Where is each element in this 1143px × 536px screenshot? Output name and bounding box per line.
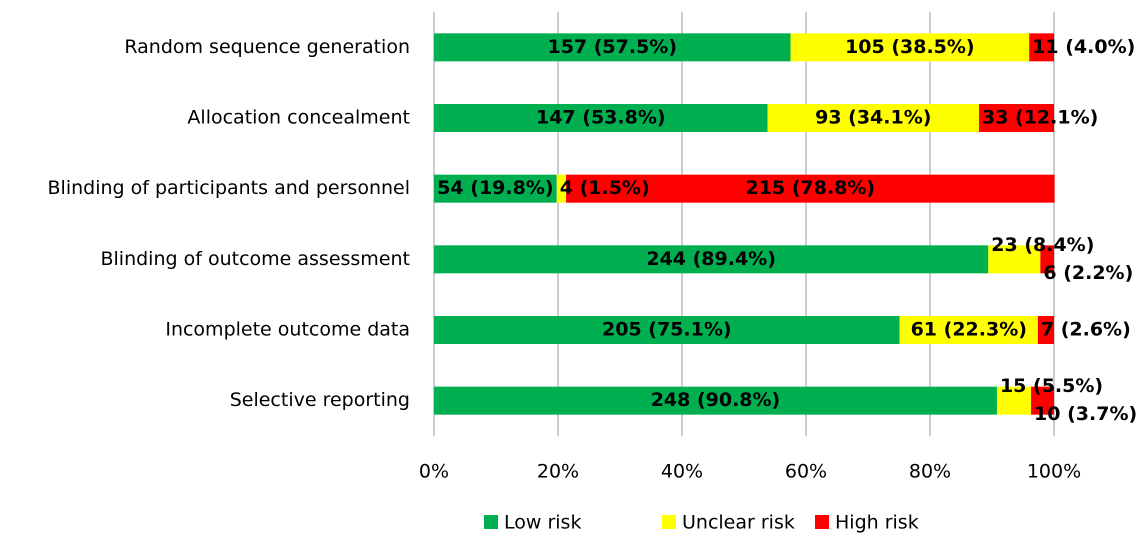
value-label: 215 (78.8%) — [746, 177, 876, 199]
bar-segment — [996, 386, 1032, 415]
bar-segment — [978, 104, 1054, 132]
y-tick-label: Random sequence generation — [124, 36, 410, 58]
bar-segment — [1040, 245, 1054, 274]
value-label: 244 (89.4%) — [646, 248, 776, 270]
bar-segment — [434, 33, 791, 62]
legend-label: Unclear risk — [682, 512, 795, 534]
bar-segment — [790, 33, 1030, 62]
y-tick-label: Allocation concealment — [187, 107, 410, 129]
value-label: 61 (22.3%) — [911, 319, 1027, 341]
bar-segment — [556, 174, 567, 203]
legend-swatch — [662, 515, 676, 529]
value-label: 93 (34.1%) — [815, 107, 931, 129]
bar-segment — [988, 245, 1041, 274]
bar-segment — [1031, 386, 1054, 415]
x-tick-label: 60% — [785, 461, 827, 483]
value-label: 33 (12.1%) — [982, 107, 1098, 129]
bar-segment — [899, 316, 1038, 344]
y-tick-label: Blinding of outcome assessment — [100, 248, 410, 270]
value-label: 54 (19.8%) — [437, 177, 553, 199]
bar-segment — [434, 386, 997, 415]
bar-segment — [434, 104, 768, 132]
y-tick-label: Selective reporting — [230, 389, 410, 411]
value-label: 248 (90.8%) — [651, 389, 781, 411]
value-label: 23 (8.4%) — [991, 234, 1094, 256]
y-tick-label: Incomplete outcome data — [165, 319, 410, 341]
legend-label: Low risk — [504, 512, 581, 534]
value-label: 105 (38.5%) — [845, 36, 975, 58]
value-label: 11 (4.0%) — [1032, 36, 1135, 58]
value-label: 157 (57.5%) — [547, 36, 677, 58]
x-tick-label: 20% — [537, 461, 579, 483]
bar-segment — [434, 245, 989, 274]
y-tick-label: Blinding of participants and personnel — [48, 177, 411, 199]
legend-swatch — [815, 515, 829, 529]
bar-segment — [566, 174, 1055, 203]
value-label: 7 (2.6%) — [1041, 319, 1131, 341]
bar-segment — [767, 104, 979, 132]
bar-segment — [1029, 33, 1054, 62]
legend-swatch — [484, 515, 498, 529]
x-tick-label: 100% — [1027, 461, 1081, 483]
value-label: 6 (2.2%) — [1043, 262, 1133, 284]
value-label: 147 (53.8%) — [536, 107, 666, 129]
value-label: 205 (75.1%) — [602, 319, 732, 341]
value-label: 4 (1.5%) — [560, 177, 650, 199]
x-tick-label: 80% — [909, 461, 951, 483]
value-label: 15 (5.5%) — [1000, 375, 1103, 397]
bar-segment — [1037, 316, 1054, 344]
x-tick-label: 0% — [419, 461, 449, 483]
bar-segment — [434, 174, 557, 203]
x-tick-label: 40% — [661, 461, 703, 483]
bar-segment — [434, 316, 900, 344]
value-label: 10 (3.7%) — [1034, 403, 1137, 425]
legend-label: High risk — [835, 512, 919, 534]
